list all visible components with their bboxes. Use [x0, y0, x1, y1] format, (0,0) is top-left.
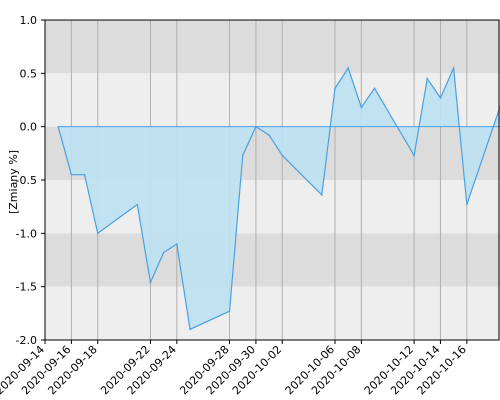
data-point	[176, 243, 178, 245]
data-point	[241, 154, 244, 157]
data-point	[96, 232, 99, 235]
data-point	[452, 67, 455, 69]
background-band	[45, 286, 500, 340]
data-point	[162, 251, 165, 254]
data-point	[466, 203, 468, 206]
y-tick-label: 0.5	[20, 67, 38, 80]
data-point	[149, 281, 152, 284]
data-point	[228, 310, 231, 313]
data-point	[439, 97, 442, 99]
area-fill	[58, 68, 500, 330]
y-tick-label: 1.0	[20, 14, 38, 27]
y-axis-ticks: 1.0 0.5 0.0 -0.5 -1.0 -1.5 -2.0	[16, 14, 45, 347]
y-tick-label: -2.0	[16, 334, 37, 347]
y-tick-label: 0.0	[20, 121, 38, 134]
data-point	[189, 328, 191, 331]
y-tick-label: -0.5	[16, 174, 37, 187]
background-bands	[45, 20, 500, 340]
data-point	[255, 125, 257, 128]
background-band	[45, 20, 500, 74]
y-tick-label: -1.5	[16, 281, 37, 294]
data-point	[426, 77, 429, 80]
plot-frame	[44, 19, 500, 341]
data-point	[136, 203, 139, 206]
data-point	[268, 134, 270, 136]
data-point	[347, 67, 349, 69]
data-point	[413, 154, 415, 157]
data-point	[321, 194, 323, 196]
x-axis-ticks: 2020-09-142020-09-162020-09-182020-09-22…	[0, 340, 469, 397]
y-axis-label: [Zmiany %]	[7, 150, 20, 214]
data-point	[360, 106, 363, 109]
y-tick-label: -1.0	[16, 227, 37, 240]
area-series	[57, 65, 500, 331]
data-point	[57, 125, 59, 128]
data-point	[281, 154, 284, 157]
data-point	[334, 87, 336, 90]
data-point	[373, 87, 376, 90]
background-band	[45, 233, 500, 287]
data-point	[83, 173, 86, 176]
data-point	[70, 173, 73, 176]
